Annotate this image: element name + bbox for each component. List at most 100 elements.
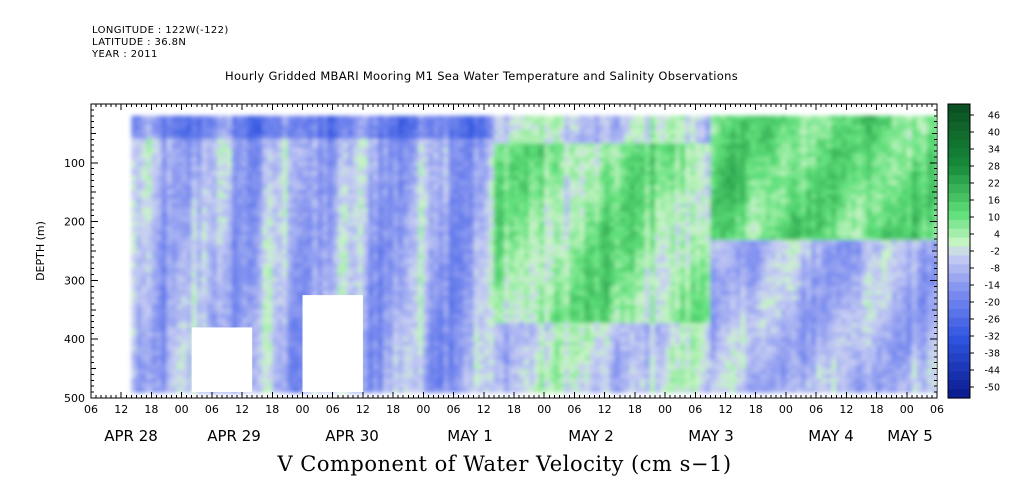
x-hour-label: 12 [839,403,853,416]
x-hour-label: 18 [628,403,642,416]
colorbar-swatch [948,380,970,390]
colorbar-swatch [948,112,970,123]
colorbar-label: 34 [988,145,1000,156]
colorbar-label: 16 [988,196,1000,207]
x-hour-label: 00 [779,403,793,416]
colorbar-label: 28 [988,162,1000,173]
colorbar-swatch [948,104,970,114]
x-hour-label: 18 [386,403,400,416]
colorbar-swatch [948,291,970,301]
y-tick-label: 200 [64,216,85,229]
colorbar-label: -14 [984,281,1000,292]
colorbar-label: -50 [984,383,1000,394]
x-day-label: APR 30 [325,427,379,445]
colorbar-label: -38 [984,349,1000,360]
y-tick-label: 300 [64,274,85,287]
colorbar-label: -44 [984,366,1000,377]
missing-data-regions [191,295,363,393]
x-hour-label: 06 [567,403,581,416]
colorbar-swatch [948,264,970,274]
colorbar-swatch [948,228,970,239]
colorbar-swatch [948,121,970,132]
x-axis-title: V Component of Water Velocity (cm s−1) [277,452,732,476]
x-hour-label: 12 [598,403,612,416]
x-hour-label: 18 [870,403,884,416]
colorbar-label: -8 [991,264,1000,275]
colorbar-swatch [948,308,970,319]
year-label: YEAR : 2011 [92,49,158,60]
colorbar-label: -20 [984,298,1000,309]
y-axis: 100 200 300 400 500 [64,103,937,405]
x-day-label: MAY 2 [568,427,614,445]
colorbar-swatch [948,282,970,292]
colorbar-swatch [948,344,970,355]
x-hour-label: 00 [175,403,189,416]
colorbar-swatch [948,371,970,381]
chart-title: Hourly Gridded MBARI Mooring M1 Sea Wate… [225,69,739,83]
colorbar-swatch [948,210,970,221]
x-hour-label: 18 [265,403,279,416]
colorbar-swatch [948,202,970,212]
x-day-label: MAY 3 [688,427,734,445]
x-axis: 06 12 18 00 06 12 18 00 06 12 18 00 06 12 18 00 06 12 18 00… [84,104,944,445]
colorbar-swatch [948,317,970,328]
colorbar-label: 22 [988,179,1000,190]
x-hour-label: 06 [688,403,702,416]
x-day-label: APR 29 [207,427,261,445]
x-hour-label: 06 [205,403,219,416]
colorbar-swatch [948,335,970,346]
colorbar-label: 40 [988,128,1000,139]
x-hour-label: 12 [356,403,370,416]
colorbar-label: 4 [994,230,1000,241]
colorbar-swatch [948,273,970,283]
x-hour-label: 12 [477,403,491,416]
x-hour-label: 18 [144,403,158,416]
longitude-label: LONGITUDE : 122W(-122) [92,25,229,36]
x-hour-label: 12 [235,403,249,416]
colorbar-label: -2 [991,247,1000,258]
colorbar-label: 10 [988,213,1000,224]
x-hour-label: 18 [749,403,763,416]
missing-region-2 [302,295,363,393]
latitude-label: LATITUDE : 36.8N [92,37,187,48]
colorbar-swatch [948,362,970,372]
velocity-field [131,115,937,393]
y-tick-label: 100 [64,157,85,170]
colorbar-swatch [948,157,970,167]
colorbar-swatch [948,255,970,265]
x-hour-label: 00 [416,403,430,416]
x-hour-label: 00 [296,403,310,416]
velocity-field-cells [131,115,937,393]
x-hour-label: 06 [809,403,823,416]
colorbar-swatch [948,166,970,176]
x-hour-label: 12 [719,403,733,416]
y-axis-title: DEPTH (m) [34,221,47,281]
colorbar-swatch [948,326,970,337]
colorbar: 46 40 34 28 22 16 10 4 -2 -8 -14 -20 -26 -32 -38 -44 -50 [947,103,1000,399]
colorbar-swatch [948,389,970,399]
missing-region-1 [191,327,253,393]
y-tick-label: 500 [64,392,85,405]
colorbar-swatch [948,246,970,257]
x-hour-label: 06 [326,403,340,416]
colorbar-label: -26 [984,315,1000,326]
colorbar-swatch [948,219,970,230]
x-hour-label: 06 [447,403,461,416]
colorbar-swatch [948,184,970,194]
x-hour-label: 00 [537,403,551,416]
x-hour-label: 06 [84,403,98,416]
colorbar-swatch [948,353,970,363]
x-day-label: MAY 1 [447,427,493,445]
x-hour-label: 00 [658,403,672,416]
colorbar-swatch [948,237,970,248]
x-hour-label: 06 [930,403,944,416]
x-hour-label: 00 [900,403,914,416]
colorbar-swatch [948,175,970,185]
colorbar-swatch [948,139,970,150]
colorbar-swatch [948,193,970,203]
y-tick-label: 400 [64,333,85,346]
colorbar-label: -32 [984,332,1000,343]
colorbar-swatch [948,130,970,141]
colorbar-label: 46 [988,111,1000,122]
